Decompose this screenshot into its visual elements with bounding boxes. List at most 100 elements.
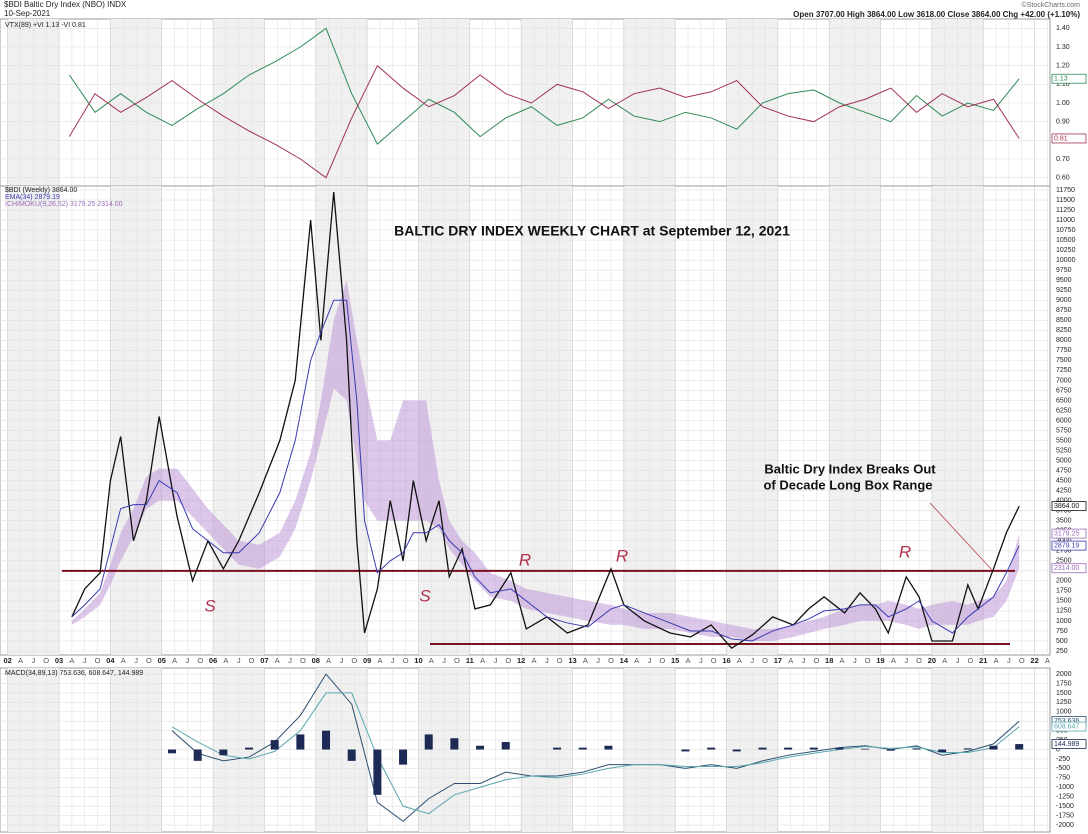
x-tick-label: A bbox=[326, 656, 331, 665]
x-tick-label: 20 bbox=[928, 656, 936, 665]
y-tick-label: 0.70 bbox=[1056, 156, 1070, 163]
x-tick-label: O bbox=[813, 656, 819, 665]
hand-label: R bbox=[899, 542, 911, 561]
y-tick-label: 7250 bbox=[1056, 367, 1072, 374]
y-tick-label: -500 bbox=[1056, 765, 1070, 772]
x-tick-label: O bbox=[43, 656, 49, 665]
hand-label: S bbox=[204, 596, 216, 615]
histogram-bar bbox=[912, 748, 921, 750]
histogram-bar bbox=[938, 749, 947, 753]
x-tick-label: J bbox=[288, 656, 292, 665]
value-tag-label: 144.989 bbox=[1054, 741, 1079, 748]
x-tick-label: J bbox=[186, 656, 190, 665]
x-tick-label: J bbox=[956, 656, 960, 665]
y-tick-label: -2000 bbox=[1056, 822, 1074, 829]
x-tick-label: J bbox=[83, 656, 87, 665]
y-tick-label: 1.30 bbox=[1056, 44, 1070, 51]
x-tick-label: O bbox=[197, 656, 203, 665]
x-tick-label: A bbox=[172, 656, 177, 665]
x-tick-label: J bbox=[391, 656, 395, 665]
vtx-legend: VTX(89) +VI 1.13 -VI 0.81 bbox=[5, 22, 86, 29]
x-tick-label: A bbox=[788, 656, 793, 665]
y-tick-label: 500 bbox=[1056, 638, 1068, 645]
x-tick-label: A bbox=[737, 656, 742, 665]
y-tick-label: 3750 bbox=[1056, 508, 1072, 515]
y-tick-label: 7000 bbox=[1056, 377, 1072, 384]
x-tick-label: A bbox=[634, 656, 639, 665]
x-tick-label: 12 bbox=[517, 656, 525, 665]
x-tick-label: 18 bbox=[825, 656, 833, 665]
x-tick-label: A bbox=[69, 656, 74, 665]
x-tick-label: A bbox=[480, 656, 485, 665]
histogram-bar bbox=[989, 745, 998, 750]
value-tag-label: 2314.00 bbox=[1054, 565, 1079, 572]
histogram-bar bbox=[424, 734, 433, 750]
hand-label: R bbox=[616, 546, 628, 565]
x-tick-label: 09 bbox=[363, 656, 371, 665]
y-tick-label: 750 bbox=[1056, 628, 1068, 635]
x-tick-label: 03 bbox=[55, 656, 63, 665]
annotation: Baltic Dry Index Breaks Out bbox=[764, 461, 936, 476]
y-tick-label: 9500 bbox=[1056, 277, 1072, 284]
y-tick-label: -1250 bbox=[1056, 794, 1074, 801]
y-tick-label: -1750 bbox=[1056, 812, 1074, 819]
y-tick-label: 2500 bbox=[1056, 558, 1072, 565]
value-tag-label: 3179.25 bbox=[1054, 530, 1079, 537]
y-tick-label: 4250 bbox=[1056, 487, 1072, 494]
y-tick-label: 10500 bbox=[1056, 237, 1076, 244]
x-tick-label: J bbox=[1007, 656, 1011, 665]
series-line bbox=[71, 191, 1020, 650]
y-tick-label: 1000 bbox=[1056, 618, 1072, 625]
histogram-bar bbox=[963, 748, 972, 750]
x-tick-label: J bbox=[904, 656, 908, 665]
x-tick-label: 04 bbox=[106, 656, 115, 665]
x-tick-label: A bbox=[429, 656, 434, 665]
histogram-bar bbox=[501, 741, 510, 750]
histogram-bar bbox=[476, 745, 485, 750]
x-tick-label: 11 bbox=[466, 656, 474, 665]
x-tick-label: O bbox=[865, 656, 871, 665]
value-tag bbox=[1051, 133, 1087, 144]
x-tick-label: J bbox=[853, 656, 857, 665]
price-legend: $BDI (Weekly) 3864.00 bbox=[5, 187, 77, 194]
x-tick-label: A bbox=[275, 656, 280, 665]
x-tick-label: A bbox=[891, 656, 896, 665]
y-tick-label: 1.40 bbox=[1056, 25, 1070, 32]
x-tick-label: J bbox=[545, 656, 549, 665]
x-tick-label: O bbox=[608, 656, 614, 665]
x-tick-label: 14 bbox=[620, 656, 629, 665]
y-tick-label: 6750 bbox=[1056, 387, 1072, 394]
y-tick-label: 9750 bbox=[1056, 267, 1072, 274]
x-tick-label: O bbox=[95, 656, 101, 665]
y-tick-label: 2750 bbox=[1056, 548, 1072, 555]
y-tick-label: 0 bbox=[1056, 746, 1060, 753]
y-tick-label: 4750 bbox=[1056, 467, 1072, 474]
y-tick-label: 4500 bbox=[1056, 477, 1072, 484]
x-tick-label: O bbox=[1019, 656, 1025, 665]
y-tick-label: 6500 bbox=[1056, 397, 1072, 404]
histogram-bar bbox=[373, 749, 382, 795]
x-tick-label: A bbox=[121, 656, 126, 665]
series-line bbox=[71, 299, 1020, 642]
x-tick-label: 19 bbox=[876, 656, 884, 665]
x-tick-label: J bbox=[648, 656, 652, 665]
x-tick-label: J bbox=[31, 656, 35, 665]
y-tick-label: 7500 bbox=[1056, 357, 1072, 364]
x-tick-label: O bbox=[146, 656, 152, 665]
x-tick-label: 02 bbox=[4, 656, 12, 665]
histogram-bar bbox=[193, 749, 202, 761]
x-tick-label: 15 bbox=[671, 656, 679, 665]
date: 10-Sep-2021 bbox=[4, 9, 51, 18]
x-tick-label: A bbox=[686, 656, 691, 665]
value-tag bbox=[1051, 563, 1087, 574]
y-tick-label: 2000 bbox=[1056, 671, 1072, 678]
histogram-bar bbox=[168, 749, 177, 754]
value-tag bbox=[1051, 540, 1087, 551]
chart-title: BALTIC DRY INDEX WEEKLY CHART at Septemb… bbox=[394, 223, 790, 239]
annotation: of Decade Long Box Range bbox=[763, 477, 932, 492]
histogram-bar bbox=[322, 730, 331, 750]
histogram-bar bbox=[399, 749, 408, 765]
x-tick-label: O bbox=[557, 656, 563, 665]
x-tick-label: O bbox=[916, 656, 922, 665]
x-tick-label: J bbox=[699, 656, 703, 665]
